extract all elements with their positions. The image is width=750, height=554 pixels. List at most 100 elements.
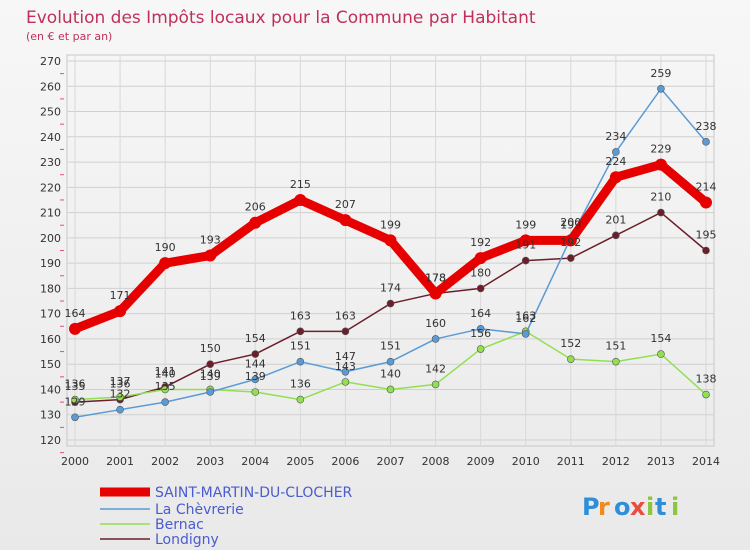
series [69, 84, 712, 422]
data-point [700, 196, 712, 209]
data-point [206, 388, 215, 396]
legend-label: Londigny [155, 532, 219, 548]
data-label: 224 [605, 155, 626, 168]
data-label: 201 [605, 213, 626, 226]
data-label: 151 [290, 340, 311, 353]
y-tick-label: 240 [40, 131, 61, 144]
data-point [564, 234, 577, 247]
data-label: 140 [200, 367, 221, 380]
data-point [294, 193, 307, 206]
data-label: 152 [560, 337, 581, 350]
legend-label: Bernac [155, 517, 204, 533]
x-tick-label: 2014 [692, 455, 720, 468]
data-point [386, 357, 395, 366]
data-point [476, 325, 485, 333]
data-point [339, 214, 352, 227]
y-tick-label: 130 [40, 409, 61, 422]
data-point [702, 138, 710, 146]
x-tick-label: 2001 [106, 455, 134, 468]
y-tick-label: 190 [40, 257, 61, 270]
data-point [249, 216, 262, 229]
x-tick-label: 2008 [422, 455, 450, 468]
data-point [69, 322, 81, 335]
data-point [476, 345, 485, 353]
data-label: 229 [650, 143, 671, 156]
data-label: 151 [380, 340, 401, 353]
data-label: 192 [470, 236, 491, 249]
data-label: 136 [65, 378, 86, 391]
data-point [384, 234, 397, 247]
y-tick-label: 140 [40, 383, 61, 396]
data-point [431, 380, 440, 389]
data-point [612, 357, 620, 366]
data-label: 215 [290, 178, 311, 191]
legend-label: La Chèvrerie [155, 502, 244, 518]
data-point [521, 330, 530, 338]
data-label: 156 [470, 327, 491, 340]
y-tick-label: 180 [40, 282, 61, 295]
y-tick-label: 270 [40, 55, 61, 68]
data-label: 150 [200, 342, 221, 355]
y-tick-label: 170 [40, 308, 61, 321]
y-tick-label: 210 [40, 207, 61, 220]
data-label: 259 [650, 67, 671, 80]
data-label: 164 [470, 307, 491, 320]
data-point [657, 350, 665, 358]
data-label: 154 [245, 332, 266, 345]
chart-subtitle: (en € et par an) [26, 30, 112, 43]
data-label: 143 [335, 360, 356, 373]
data-point [116, 405, 124, 414]
x-tick-label: 2009 [467, 455, 495, 468]
y-tick-label: 220 [40, 181, 61, 194]
y-tick-label: 120 [40, 434, 61, 447]
data-label: 147 [335, 350, 356, 363]
data-point [296, 357, 305, 366]
x-tick-label: 2005 [286, 455, 314, 468]
data-label: 193 [200, 234, 221, 247]
data-label: 174 [380, 282, 401, 295]
data-label: 141 [155, 365, 176, 378]
data-label: 140 [380, 367, 401, 380]
data-point [296, 395, 305, 404]
data-point [341, 327, 350, 336]
data-point [429, 287, 442, 300]
data-point [702, 390, 710, 399]
data-point [474, 252, 487, 265]
data-label: 135 [155, 380, 176, 393]
data-label: 238 [696, 120, 717, 133]
legend-label: SAINT-MARTIN-DU-CLOCHER [155, 485, 353, 501]
y-tick-label: 200 [40, 232, 61, 245]
data-point [521, 256, 530, 265]
data-point [341, 378, 350, 386]
data-label: 180 [470, 266, 491, 279]
data-label: 164 [65, 307, 86, 320]
data-point [566, 355, 575, 363]
data-label: 162 [515, 312, 536, 325]
data-label: 200 [560, 216, 581, 229]
logo-letter: r [598, 493, 610, 521]
data-point [386, 385, 395, 394]
data-label: 140 [155, 367, 176, 380]
x-tick-label: 2006 [331, 455, 359, 468]
data-label: 210 [650, 191, 671, 204]
logo-letter: P [582, 493, 600, 521]
data-point [657, 84, 665, 93]
data-point [204, 249, 217, 262]
data-label: 234 [605, 130, 626, 143]
x-tick-label: 2010 [512, 455, 540, 468]
data-point [206, 360, 215, 369]
data-point [71, 395, 79, 404]
y-tick-label: 160 [40, 333, 61, 346]
x-tick-label: 2003 [196, 455, 224, 468]
data-point [431, 335, 440, 343]
x-tick-label: 2004 [241, 455, 269, 468]
logo-letter: i [646, 493, 654, 521]
data-point [296, 327, 305, 336]
logo-letter: t [655, 493, 666, 521]
data-point [566, 254, 575, 262]
